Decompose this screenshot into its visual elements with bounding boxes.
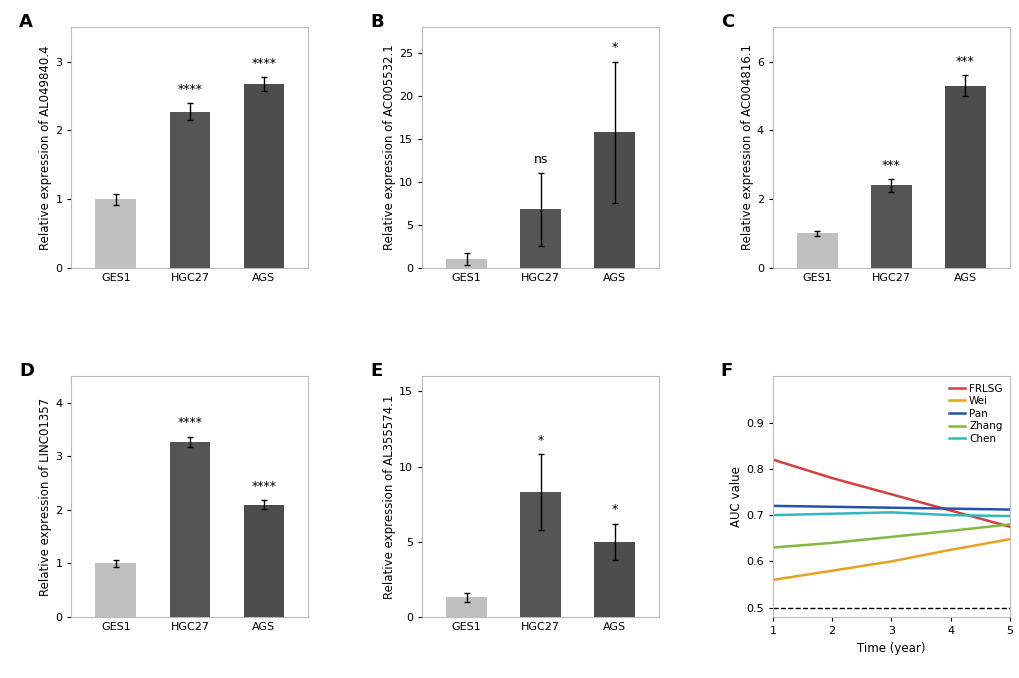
Bar: [244, 504, 284, 617]
Bar: [594, 132, 635, 268]
FRLSG: [884, 490, 897, 498]
Bar: [96, 199, 137, 268]
Bar: [944, 85, 984, 268]
Text: ****: ****: [252, 479, 276, 493]
Text: ***: ***: [881, 159, 900, 172]
Pan: [825, 502, 838, 511]
Line: Wei: Wei: [772, 539, 1009, 580]
Line: Pan: Pan: [772, 506, 1009, 510]
Text: ****: ****: [177, 416, 202, 429]
FRLSG: [766, 456, 779, 464]
Bar: [594, 542, 635, 617]
Line: FRLSG: FRLSG: [772, 460, 1009, 527]
Pan: [1003, 506, 1015, 514]
Bar: [169, 442, 210, 617]
Text: *: *: [611, 504, 618, 517]
Zhang: [825, 539, 838, 547]
Text: ****: ****: [252, 57, 276, 70]
FRLSG: [825, 474, 838, 482]
Line: Zhang: Zhang: [772, 524, 1009, 548]
Text: F: F: [720, 362, 733, 380]
Y-axis label: Relative expression of AL355574.1: Relative expression of AL355574.1: [383, 395, 396, 599]
Bar: [796, 233, 837, 268]
Wei: [825, 567, 838, 575]
Line: Chen: Chen: [772, 513, 1009, 516]
Text: *: *: [537, 434, 543, 447]
Bar: [445, 597, 486, 617]
Chen: [825, 510, 838, 518]
Wei: [944, 546, 956, 554]
Text: C: C: [720, 13, 734, 31]
Bar: [169, 112, 210, 268]
Bar: [520, 210, 560, 268]
Pan: [766, 502, 779, 510]
FRLSG: [944, 506, 956, 515]
Pan: [944, 504, 956, 513]
Wei: [1003, 535, 1015, 543]
Chen: [884, 508, 897, 517]
Pan: [884, 504, 897, 512]
Bar: [520, 492, 560, 617]
Bar: [244, 84, 284, 268]
Legend: FRLSG, Wei, Pan, Zhang, Chen: FRLSG, Wei, Pan, Zhang, Chen: [947, 382, 1004, 446]
Text: D: D: [19, 362, 35, 380]
Text: ****: ****: [177, 83, 202, 96]
Y-axis label: AUC value: AUC value: [730, 466, 743, 527]
Text: B: B: [370, 13, 383, 31]
Y-axis label: Relative expression of AC004816.1: Relative expression of AC004816.1: [740, 45, 753, 250]
Y-axis label: Relative expression of AL049840.4: Relative expression of AL049840.4: [40, 45, 52, 250]
Text: ***: ***: [955, 55, 974, 68]
Y-axis label: Relative expression of LINC01357: Relative expression of LINC01357: [40, 397, 52, 596]
Text: A: A: [19, 13, 33, 31]
Text: E: E: [370, 362, 382, 380]
Bar: [870, 185, 911, 268]
Chen: [766, 511, 779, 519]
Zhang: [1003, 520, 1015, 528]
Bar: [96, 563, 137, 617]
Bar: [445, 259, 486, 268]
Chen: [944, 511, 956, 519]
Chen: [1003, 512, 1015, 520]
FRLSG: [1003, 523, 1015, 531]
Zhang: [944, 527, 956, 535]
Wei: [766, 576, 779, 584]
Y-axis label: Relative expression of AC005532.1: Relative expression of AC005532.1: [383, 45, 395, 250]
Text: *: *: [611, 41, 618, 54]
Text: ns: ns: [533, 153, 547, 166]
Zhang: [766, 544, 779, 552]
Zhang: [884, 533, 897, 541]
Wei: [884, 557, 897, 565]
X-axis label: Time (year): Time (year): [856, 641, 924, 654]
